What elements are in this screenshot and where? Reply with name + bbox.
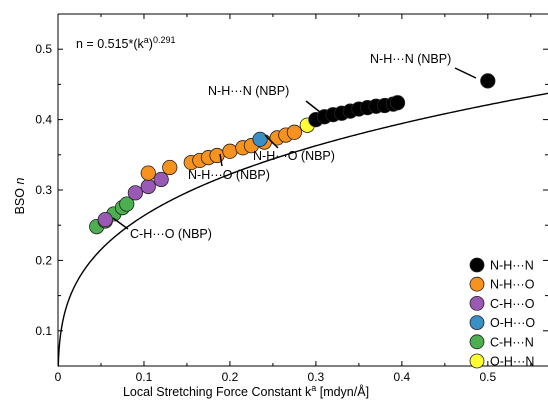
legend-marker	[469, 276, 485, 292]
annotation-arrow	[112, 217, 129, 230]
data-point	[209, 147, 225, 164]
y-tick-label: 0.5	[35, 42, 52, 56]
x-tick-label: 0.1	[136, 370, 153, 384]
legend-label: O-H···N	[490, 355, 534, 369]
x-axis-title: Local Stretching Force Constant ka [mdyn…	[123, 383, 369, 399]
data-point	[119, 196, 135, 212]
annotation-label: N-H···O (NBP)	[188, 168, 270, 182]
data-point	[480, 73, 496, 89]
annotation-label: N-H···N (NBP)	[208, 84, 289, 98]
legend-label: C-H···O	[490, 297, 535, 311]
legend-marker	[469, 334, 485, 350]
y-axis-title: BSO n	[13, 178, 27, 215]
annotations-layer: N-H···N (NBP) N-H···N (NBP) N-H···O (NBP) N…	[112, 52, 477, 241]
data-point	[222, 143, 238, 159]
data-point	[97, 211, 113, 228]
legend-marker	[469, 315, 485, 331]
legend-label: N-H···O	[490, 278, 535, 292]
annotation-label: N-H···O (NBP)	[253, 149, 335, 163]
data-point	[252, 131, 268, 147]
x-tick-label: 0	[55, 370, 62, 384]
data-point	[140, 165, 156, 181]
annotation-label: N-H···N (NBP)	[370, 52, 451, 66]
fit-curve	[57, 92, 548, 367]
y-tick-label: 0.2	[35, 253, 52, 267]
y-tick-label: 0.3	[35, 183, 52, 197]
y-tick-label: 0.4	[35, 113, 52, 127]
x-tick-label: 0.5	[479, 370, 496, 384]
data-point	[286, 124, 303, 140]
data-point	[140, 178, 156, 195]
axes: 0 0.1 0.2 0.3 0.4 0.5 0.1 0.2 0.3 0.4 0.5	[35, 13, 548, 384]
legend-label: N-H···N	[490, 259, 534, 273]
legend-marker	[469, 257, 485, 273]
legend-marker	[469, 353, 485, 369]
equation-label: n = 0.515*(ka)0.291	[76, 35, 175, 51]
legend-label: C-H···N	[490, 335, 534, 349]
data-point	[389, 95, 406, 111]
data-point	[153, 171, 169, 188]
annotation-arrow	[305, 100, 326, 117]
y-tick-label: 0.1	[35, 324, 52, 338]
fit-curve-layer	[57, 92, 548, 367]
legend: N-H···N N-H···O C-H···O O-H···O C-H···N O-H··…	[469, 257, 535, 369]
legend-label: O-H···O	[490, 316, 535, 330]
x-tick-label: 0.2	[222, 370, 239, 384]
annotation-arrow	[219, 153, 223, 167]
legend-marker	[469, 295, 485, 311]
annotation-label: C-H···O (NBP)	[130, 227, 212, 241]
data-point	[127, 185, 143, 201]
data-points-layer	[89, 73, 496, 235]
x-tick-label: 0.4	[394, 370, 411, 384]
x-tick-label: 0.3	[308, 370, 325, 384]
annotation-arrow	[264, 134, 279, 149]
data-point	[162, 159, 178, 176]
annotation-arrow	[454, 67, 477, 79]
